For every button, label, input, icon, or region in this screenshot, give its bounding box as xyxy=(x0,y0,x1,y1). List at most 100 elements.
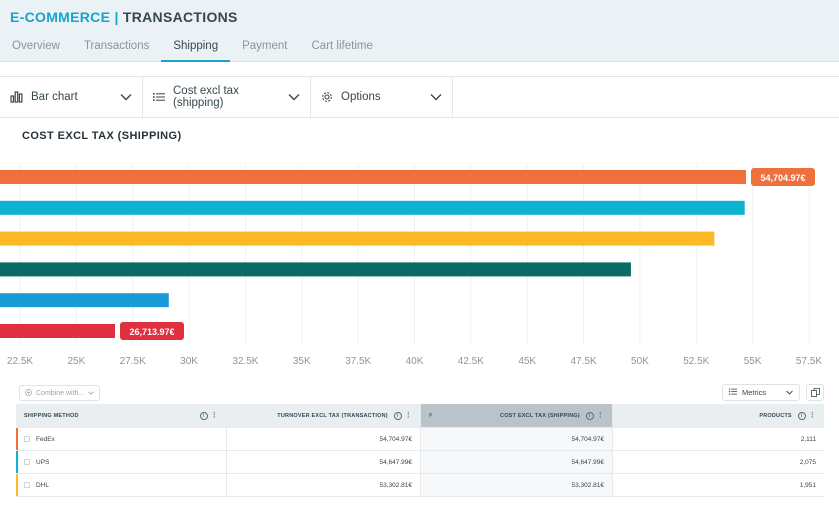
x-tick-label: 22.5K xyxy=(7,356,33,367)
cell-turnover: 54,647.99€ xyxy=(227,451,421,473)
chart-type-dropdown[interactable]: Bar chart xyxy=(0,77,143,117)
cell-shipping-method: DHL xyxy=(16,474,227,496)
plus-circle-icon xyxy=(25,388,32,398)
table-row[interactable]: FedEx 54,704.97€ 54,704.97€ 2,111 xyxy=(16,428,824,451)
options-dropdown[interactable]: Options xyxy=(311,77,453,117)
page-title: TRANSACTIONS xyxy=(122,9,238,25)
tab-shipping[interactable]: Shipping xyxy=(161,36,231,62)
x-tick-label: 32.5K xyxy=(232,356,258,367)
data-label: 26,713.97€ xyxy=(119,322,184,340)
chart-title: COST EXCL TAX (SHIPPING) xyxy=(22,130,182,142)
gear-icon xyxy=(321,91,333,103)
cell-products: 1,951 xyxy=(799,481,816,489)
column-header-products[interactable]: PRODUCTS i ⋮ xyxy=(613,404,824,427)
data-label-badge xyxy=(119,322,184,340)
cell-products: 2,111 xyxy=(800,435,816,443)
metrics-label: Metrics xyxy=(742,388,767,397)
x-tick-label: 47.5K xyxy=(571,356,597,367)
app-title: E-COMMERCE | TRANSACTIONS xyxy=(10,9,238,25)
chart-bars: 54,704.97€ 26,713.97€ xyxy=(0,168,815,340)
cell-cost: 54,704.97€ xyxy=(421,428,613,450)
bar[interactable] xyxy=(0,324,115,338)
tab-overview[interactable]: Overview xyxy=(12,40,60,52)
section-name: E-COMMERCE xyxy=(10,9,111,25)
combine-label: Combine with... xyxy=(36,389,85,397)
copy-icon xyxy=(810,384,820,402)
x-tick-label: 50K xyxy=(631,356,649,367)
chart-gridlines xyxy=(19,165,810,345)
cell-shipping-method: FedEx xyxy=(16,428,227,450)
info-icon[interactable]: i xyxy=(585,411,594,420)
x-tick-label: 30K xyxy=(180,356,198,367)
column-header-label: TURNOVER EXCL TAX (TRANSACTION) xyxy=(277,412,388,419)
column-header-label: SHIPPING METHOD xyxy=(24,412,79,419)
cell-cost: 54,647.99€ xyxy=(421,451,613,473)
tab-cart-lifetime[interactable]: Cart lifetime xyxy=(311,40,373,52)
row-color-marker xyxy=(16,451,18,473)
cell-turnover: 54,704.97€ xyxy=(227,428,421,450)
metric-dropdown[interactable]: Cost excl tax (shipping) xyxy=(143,77,311,117)
x-tick-label: 42.5K xyxy=(458,356,484,367)
row-color-marker xyxy=(16,428,18,450)
cell-text: UPS xyxy=(36,458,50,466)
tab-transactions[interactable]: Transactions xyxy=(83,40,150,52)
chart-toolbar: Bar chart Cost excl tax (shipping) Optio… xyxy=(0,76,839,118)
table-row[interactable]: DHL 53,302.81€ 53,302.81€ 1,951 xyxy=(16,474,824,497)
chevron-down-icon xyxy=(786,390,793,395)
column-header-cost[interactable]: P COST EXCL TAX (SHIPPING) i ⋮ xyxy=(421,404,613,427)
table-row[interactable]: UPS 54,647.99€ 54,647.99€ 2,075 xyxy=(16,451,824,474)
column-header-label: COST EXCL TAX (SHIPPING) xyxy=(500,412,580,419)
list-icon xyxy=(153,92,165,102)
info-icon[interactable]: i xyxy=(199,411,208,420)
tab-payment[interactable]: Payment xyxy=(242,40,288,52)
cell-cost: 53,302.81€ xyxy=(421,474,613,496)
column-header-label: PRODUCTS xyxy=(759,412,792,419)
cell-shipping-method: UPS xyxy=(16,451,227,473)
row-checkbox[interactable] xyxy=(24,482,30,488)
more-vertical-icon[interactable]: ⋮ xyxy=(596,411,604,419)
cell-text: DHL xyxy=(36,481,50,489)
bar[interactable] xyxy=(0,231,715,246)
bar[interactable] xyxy=(0,293,169,308)
data-label-badge xyxy=(750,168,815,186)
metric-label: Cost excl tax (shipping) xyxy=(173,85,239,109)
table-body: FedEx 54,704.97€ 54,704.97€ 2,111 UPS 54,647.… xyxy=(16,428,824,497)
cell-text: FedEx xyxy=(36,435,55,443)
cell-turnover: 53,302.81€ xyxy=(227,474,421,496)
export-button[interactable] xyxy=(806,384,824,401)
metrics-dropdown[interactable]: Metrics xyxy=(722,384,800,401)
tab-bar: Overview Transactions Shipping Payment C… xyxy=(0,36,385,62)
info-icon[interactable]: i xyxy=(797,411,806,420)
x-tick-label: 25K xyxy=(67,356,85,367)
x-tick-label: 45K xyxy=(518,356,536,367)
row-checkbox[interactable] xyxy=(24,459,30,465)
pin-marker: P xyxy=(429,412,433,419)
info-icon[interactable]: i xyxy=(393,411,402,420)
combine-with-dropdown[interactable]: Combine with... xyxy=(19,385,101,401)
column-header-turnover[interactable]: TURNOVER EXCL TAX (TRANSACTION) i ⋮ xyxy=(227,404,421,427)
cell-products: 2,075 xyxy=(799,458,816,466)
row-color-marker xyxy=(16,474,18,496)
x-tick-label: 55K xyxy=(744,356,762,367)
x-tick-label: 52.5K xyxy=(683,356,709,367)
bar-chart-icon xyxy=(10,91,23,103)
x-tick-label: 27.5K xyxy=(120,356,146,367)
bar[interactable] xyxy=(0,262,631,277)
data-label: 54,704.97€ xyxy=(750,168,815,186)
bar[interactable] xyxy=(0,200,745,215)
data-table: SHIPPING METHOD i ⋮ TURNOVER EXCL TAX (T… xyxy=(16,404,824,497)
header: E-COMMERCE | TRANSACTIONS Overview Trans… xyxy=(0,0,839,62)
bar[interactable] xyxy=(0,170,746,184)
more-vertical-icon[interactable]: ⋮ xyxy=(210,411,218,419)
chevron-down-icon xyxy=(120,93,132,101)
title-separator: | xyxy=(114,9,119,25)
more-vertical-icon[interactable]: ⋮ xyxy=(808,411,816,419)
table-header-row: SHIPPING METHOD i ⋮ TURNOVER EXCL TAX (T… xyxy=(16,404,824,428)
chevron-down-icon xyxy=(430,93,442,101)
x-tick-label: 57.5K xyxy=(796,356,822,367)
row-checkbox[interactable] xyxy=(24,436,30,442)
column-header-shipping-method[interactable]: SHIPPING METHOD i ⋮ xyxy=(16,404,227,427)
options-label: Options xyxy=(341,91,381,103)
chart-x-axis: 22.5K 25K 27.5K 30K 32.5K 35K 37.5K 40K 42.5K 45K… xyxy=(7,356,822,367)
more-vertical-icon[interactable]: ⋮ xyxy=(404,411,412,419)
